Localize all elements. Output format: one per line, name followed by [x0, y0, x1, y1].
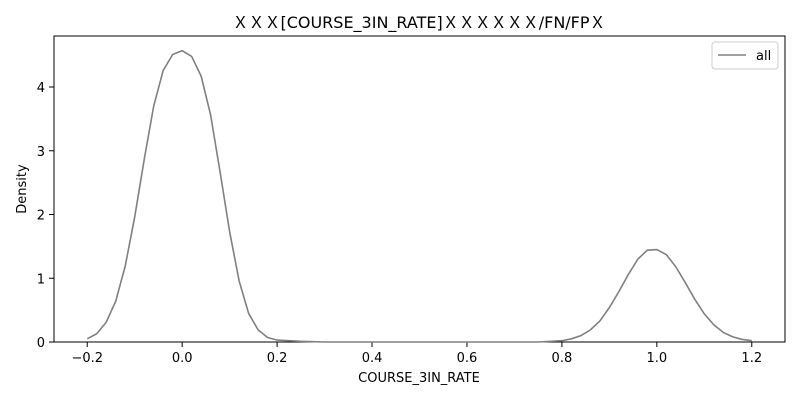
legend: all: [711, 41, 779, 70]
x-tick-label: 0.2: [267, 351, 288, 366]
x-tick-label: 0.0: [172, 351, 193, 366]
y-tick-label: 3: [37, 145, 45, 160]
y-axis: 0 1 2 3 4: [37, 81, 54, 351]
x-tick-label: 1.0: [646, 351, 667, 366]
y-tick-label: 0: [37, 336, 45, 351]
plot-frame: [53, 35, 786, 343]
y-tick-label: 2: [37, 209, 45, 224]
y-tick-label: 1: [37, 272, 45, 287]
y-axis-label: Density: [15, 164, 30, 214]
x-axis: −0.2 0.0 0.2 0.4 0.6 0.8 1.0 1.2: [71, 342, 762, 366]
x-tick-label: −0.2: [71, 351, 103, 366]
chart-title: ＸＸＸ[COURSE_3IN_RATE]ＸＸＸＸＸＸ/FN/FPＸ: [232, 13, 605, 33]
legend-label: all: [756, 49, 771, 64]
x-axis-label: COURSE_3IN_RATE: [358, 371, 480, 386]
x-tick-label: 0.8: [552, 351, 573, 366]
series-line-all: [86, 49, 752, 343]
x-tick-label: 0.6: [457, 351, 478, 366]
x-tick-label: 1.2: [741, 351, 762, 366]
x-tick-label: 0.4: [362, 351, 383, 366]
y-tick-label: 4: [37, 81, 45, 96]
